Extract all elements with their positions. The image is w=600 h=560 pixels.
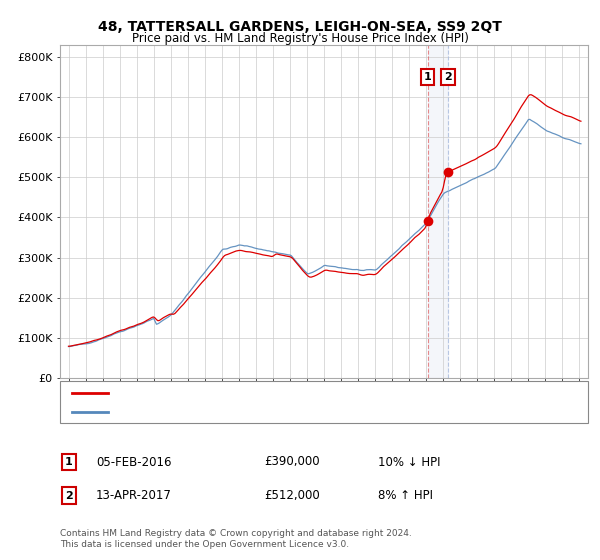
Text: £390,000: £390,000 (264, 455, 320, 469)
Text: Price paid vs. HM Land Registry's House Price Index (HPI): Price paid vs. HM Land Registry's House … (131, 32, 469, 45)
Text: 2: 2 (65, 491, 73, 501)
Bar (428, 45, 448, 378)
Text: Contains HM Land Registry data © Crown copyright and database right 2024.
This d: Contains HM Land Registry data © Crown c… (60, 529, 412, 549)
Text: 48, TATTERSALL GARDENS, LEIGH-ON-SEA, SS9 2QT (detached house): 48, TATTERSALL GARDENS, LEIGH-ON-SEA, SS… (114, 388, 479, 398)
Text: 2: 2 (444, 72, 452, 82)
Text: 48, TATTERSALL GARDENS, LEIGH-ON-SEA, SS9 2QT: 48, TATTERSALL GARDENS, LEIGH-ON-SEA, SS… (98, 20, 502, 34)
Text: 13-APR-2017: 13-APR-2017 (96, 489, 172, 502)
Text: HPI: Average price, detached house, Southend-on-Sea: HPI: Average price, detached house, Sout… (114, 407, 397, 417)
Text: 1: 1 (65, 457, 73, 467)
Text: 10% ↓ HPI: 10% ↓ HPI (378, 455, 440, 469)
Text: 1: 1 (424, 72, 431, 82)
Text: 05-FEB-2016: 05-FEB-2016 (96, 455, 172, 469)
Text: 8% ↑ HPI: 8% ↑ HPI (378, 489, 433, 502)
Text: £512,000: £512,000 (264, 489, 320, 502)
